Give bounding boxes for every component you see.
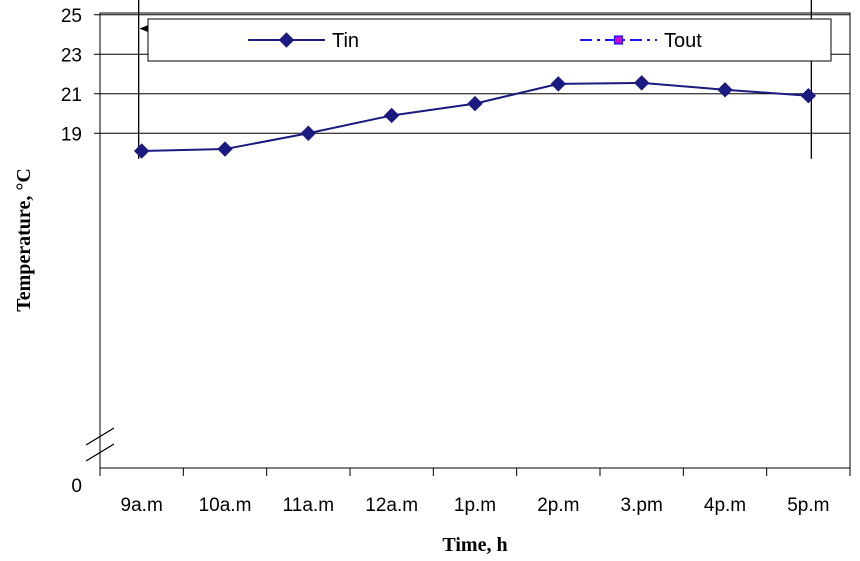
x-tick-label: 10a.m: [199, 495, 252, 516]
data-point-tin: [383, 107, 400, 124]
plot-area: [99, 12, 851, 469]
data-point-tin: [300, 125, 317, 141]
y-tick-label: 0: [71, 476, 82, 497]
y-tick-label: 19: [61, 124, 82, 145]
data-point-tin: [467, 95, 483, 112]
y-tick-label: 25: [61, 6, 82, 27]
x-tick-label: 12a.m: [365, 495, 418, 516]
y-tick-label: 23: [61, 45, 82, 66]
x-tick-label: 5p.m: [787, 495, 829, 516]
y-tick-label: 21: [61, 85, 82, 106]
x-tick-label: 3.pm: [621, 495, 663, 516]
y-tick-labels: 01921232527293133353739: [61, 6, 82, 497]
legend: Tin Tout: [147, 18, 832, 62]
x-tick-label: 11a.m: [283, 495, 334, 516]
legend-label: Tout: [664, 30, 702, 52]
legend-marker: [613, 35, 624, 45]
data-point-tin: [633, 75, 650, 91]
data-point-tin: [550, 76, 567, 92]
x-tick-labels: 9a.m 10a.m 11a.m 12a.m 1p.m 2p.m 3.pm 4p.m 5p.m: [99, 468, 851, 516]
series-group: [133, 75, 817, 159]
data-point-tin: [717, 82, 733, 98]
legend-item-tin: Tin: [248, 30, 359, 52]
y-axis-title: Temperature, °C: [13, 168, 35, 312]
legend-marker: [278, 32, 295, 48]
legend-item-tout: Tout: [580, 30, 702, 52]
x-axis-title: Time, h: [442, 534, 507, 556]
x-tick-label: 2p.m: [537, 495, 579, 516]
legend-label: Tin: [332, 30, 359, 52]
x-tick-label: 1p.m: [454, 495, 496, 516]
x-tick-label: 9a.m: [121, 495, 163, 516]
series-tin: [133, 75, 817, 159]
data-point-tin: [217, 141, 233, 157]
axis-break-mark: [85, 427, 115, 462]
data-point-tin: [800, 88, 817, 104]
data-point-tin: [133, 143, 150, 159]
x-tick-label: 4p.m: [704, 495, 746, 516]
